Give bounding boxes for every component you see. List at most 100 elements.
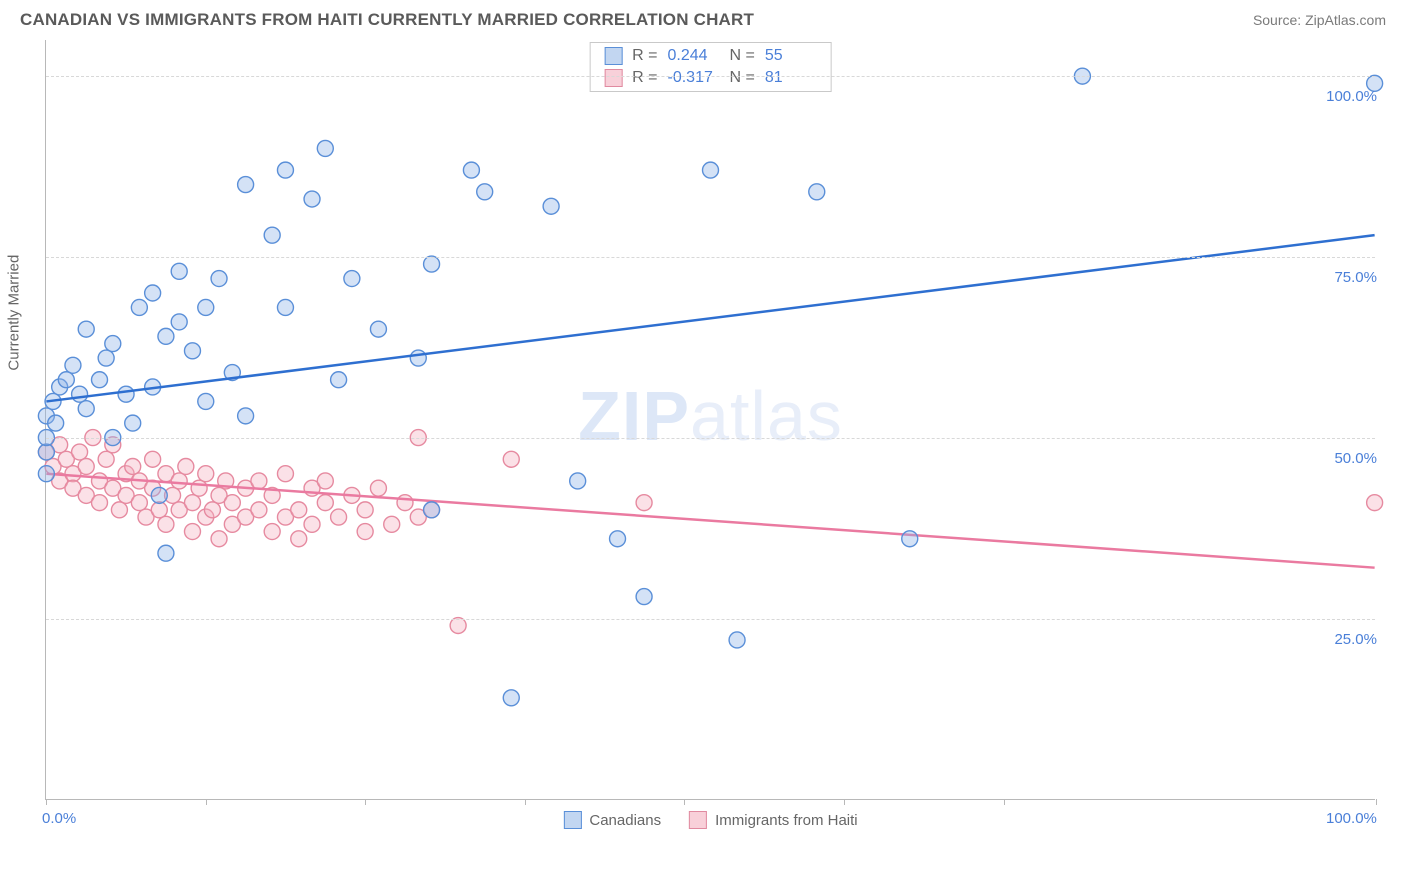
n-label: N = [730,47,755,65]
r-value-pink: -0.317 [668,69,720,87]
data-point-pink [304,516,320,532]
data-point-pink [191,480,207,496]
data-point-pink [224,495,240,511]
n-value-pink: 81 [765,69,817,87]
data-point-blue [158,545,174,561]
data-point-blue [238,408,254,424]
swatch-pink-icon [689,811,707,829]
data-point-blue [277,299,293,315]
x-tick [46,799,47,805]
grid-line [46,619,1375,620]
x-tick [1376,799,1377,805]
data-point-blue [809,184,825,200]
data-point-pink [317,473,333,489]
x-tick [365,799,366,805]
data-point-blue [410,350,426,366]
data-point-blue [503,690,519,706]
n-label: N = [730,69,755,87]
data-point-blue [158,328,174,344]
data-point-blue [131,299,147,315]
data-point-blue [264,227,280,243]
data-point-pink [264,524,280,540]
data-point-blue [198,393,214,409]
data-point-blue [125,415,141,431]
data-point-blue [92,372,108,388]
scatter-plot [46,40,1375,799]
legend-label: Canadians [589,812,661,829]
data-point-blue [610,531,626,547]
grid-line [46,257,1375,258]
data-point-pink [204,502,220,518]
x-tick-label: 0.0% [42,810,76,827]
data-point-pink [198,466,214,482]
data-point-pink [291,531,307,547]
legend-series: Canadians Immigrants from Haiti [563,811,857,829]
data-point-blue [151,487,167,503]
data-point-blue [729,632,745,648]
x-tick [684,799,685,805]
data-point-blue [171,263,187,279]
data-point-blue [78,321,94,337]
data-point-blue [424,502,440,518]
data-point-blue [331,372,347,388]
trend-line-blue [46,235,1374,401]
data-point-pink [158,516,174,532]
data-point-blue [72,386,88,402]
source-label: Source: ZipAtlas.com [1253,12,1386,28]
legend-row-pink: R = -0.317 N = 81 [590,67,831,89]
y-tick-label: 50.0% [1334,450,1377,467]
x-tick [525,799,526,805]
data-point-pink [131,495,147,511]
legend-item-canadians: Canadians [563,811,661,829]
legend-label: Immigrants from Haiti [715,812,858,829]
data-point-pink [370,480,386,496]
y-axis-title: Currently Married [6,254,23,370]
data-point-pink [184,495,200,511]
grid-line [46,76,1375,77]
data-point-pink [184,524,200,540]
data-point-pink [384,516,400,532]
x-tick [1004,799,1005,805]
data-point-pink [178,458,194,474]
swatch-blue-icon [563,811,581,829]
chart-title: CANADIAN VS IMMIGRANTS FROM HAITI CURREN… [20,10,754,30]
data-point-pink [171,473,187,489]
r-value-blue: 0.244 [668,47,720,65]
data-point-blue [238,177,254,193]
data-point-pink [357,502,373,518]
data-point-blue [463,162,479,178]
data-point-blue [424,256,440,272]
data-point-pink [636,495,652,511]
y-tick-label: 25.0% [1334,631,1377,648]
swatch-pink-icon [604,69,622,87]
y-tick-label: 100.0% [1326,88,1377,105]
data-point-blue [198,299,214,315]
legend-row-blue: R = 0.244 N = 55 [590,45,831,67]
data-point-blue [344,271,360,287]
data-point-blue [543,198,559,214]
data-point-pink [125,458,141,474]
data-point-blue [184,343,200,359]
data-point-blue [65,357,81,373]
data-point-pink [251,473,267,489]
data-point-pink [251,502,267,518]
r-label: R = [632,69,657,87]
data-point-pink [503,451,519,467]
y-tick-label: 75.0% [1334,269,1377,286]
data-point-blue [370,321,386,337]
data-point-pink [397,495,413,511]
data-point-pink [357,524,373,540]
data-point-blue [211,271,227,287]
data-point-blue [636,589,652,605]
data-point-pink [277,466,293,482]
data-point-blue [902,531,918,547]
data-point-pink [291,502,307,518]
data-point-blue [277,162,293,178]
grid-line [46,438,1375,439]
data-point-blue [48,415,64,431]
data-point-pink [1367,495,1383,511]
data-point-blue [477,184,493,200]
legend-correlation: R = 0.244 N = 55 R = -0.317 N = 81 [589,42,832,92]
r-label: R = [632,47,657,65]
data-point-blue [304,191,320,207]
